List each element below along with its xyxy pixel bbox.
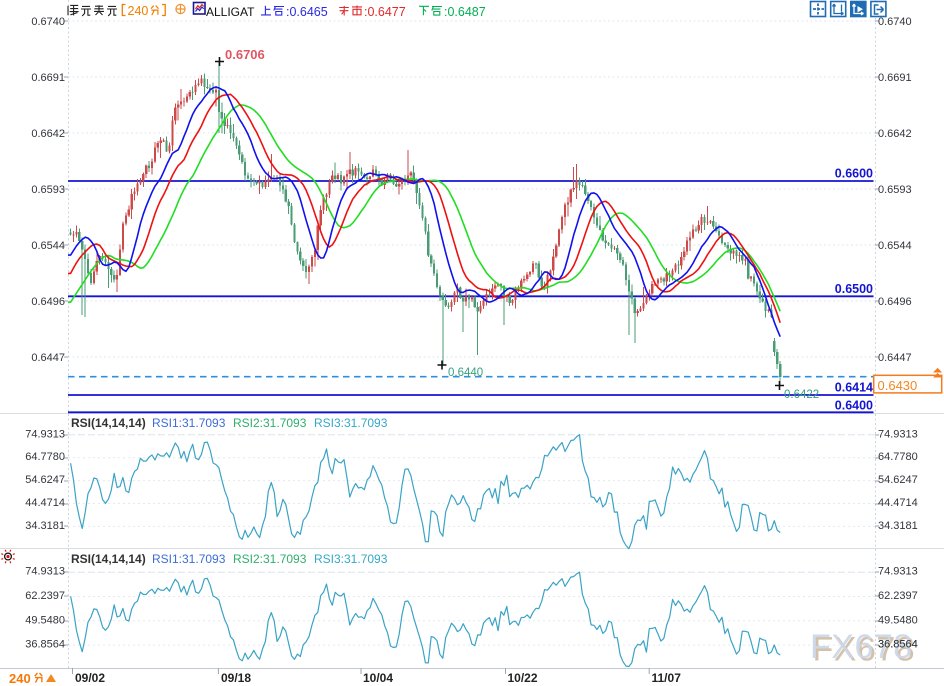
svg-text:10/04: 10/04 — [363, 671, 393, 685]
svg-text:0.6642: 0.6642 — [878, 128, 912, 140]
svg-text:44.4714: 44.4714 — [878, 497, 918, 509]
svg-text:0.6593: 0.6593 — [878, 184, 912, 196]
svg-text:54.6247: 54.6247 — [25, 474, 65, 486]
svg-text::0.6477: :0.6477 — [364, 5, 406, 19]
svg-text:0.6414: 0.6414 — [835, 381, 873, 395]
svg-text:0.6496: 0.6496 — [878, 296, 912, 308]
svg-text:62.2397: 62.2397 — [25, 590, 65, 602]
svg-text:0.6500: 0.6500 — [835, 282, 873, 296]
svg-text:RSI3:31.7093: RSI3:31.7093 — [314, 416, 388, 430]
svg-text:0.6691: 0.6691 — [878, 72, 912, 84]
svg-text:RSI1:31.7093: RSI1:31.7093 — [152, 416, 226, 430]
svg-text:FX678: FX678 — [810, 628, 913, 666]
svg-text:RSI1:31.7093: RSI1:31.7093 — [152, 552, 226, 566]
svg-text:0.6544: 0.6544 — [31, 240, 65, 252]
svg-text:0.6400: 0.6400 — [835, 399, 873, 413]
svg-text:74.9313: 74.9313 — [878, 428, 918, 440]
svg-text:240: 240 — [9, 671, 31, 686]
svg-text:34.3181: 34.3181 — [878, 520, 918, 532]
svg-text:RSI2:31.7093: RSI2:31.7093 — [233, 552, 307, 566]
svg-text:34.3181: 34.3181 — [25, 520, 65, 532]
svg-text:0.6430: 0.6430 — [878, 378, 918, 393]
svg-text:74.9313: 74.9313 — [878, 566, 918, 578]
svg-text:09/18: 09/18 — [221, 671, 251, 685]
svg-text:49.5480: 49.5480 — [878, 614, 918, 626]
svg-text::0.6487: :0.6487 — [444, 5, 486, 19]
svg-text:0.6496: 0.6496 — [31, 296, 65, 308]
svg-text:44.4714: 44.4714 — [25, 497, 65, 509]
svg-text:64.7780: 64.7780 — [878, 451, 918, 463]
svg-text:0.6422: 0.6422 — [784, 389, 819, 401]
svg-text:0.6440: 0.6440 — [448, 367, 483, 379]
svg-text:0.6642: 0.6642 — [31, 128, 65, 140]
svg-text:FX678: FX678 — [813, 631, 916, 669]
svg-text:11/07: 11/07 — [652, 671, 682, 685]
svg-text:36.8564: 36.8564 — [25, 639, 65, 651]
svg-text:74.9313: 74.9313 — [25, 566, 65, 578]
svg-text:49.5480: 49.5480 — [25, 614, 65, 626]
svg-text:0.6447: 0.6447 — [31, 352, 65, 364]
svg-text:64.7780: 64.7780 — [25, 451, 65, 463]
svg-text:0.6691: 0.6691 — [31, 72, 65, 84]
svg-text:09/02: 09/02 — [75, 671, 105, 685]
svg-text:240: 240 — [128, 4, 149, 18]
svg-text:RSI(14,14,14): RSI(14,14,14) — [71, 552, 146, 566]
svg-text:0.6740: 0.6740 — [878, 16, 912, 28]
svg-text:0.6447: 0.6447 — [878, 352, 912, 364]
svg-text:36.8564: 36.8564 — [878, 639, 918, 651]
svg-text:RSI3:31.7093: RSI3:31.7093 — [314, 552, 388, 566]
svg-text:RSI(14,14,14): RSI(14,14,14) — [71, 416, 146, 430]
svg-text:0.6740: 0.6740 — [31, 16, 65, 28]
svg-text:0.6593: 0.6593 — [31, 184, 65, 196]
svg-text:54.6247: 54.6247 — [878, 474, 918, 486]
svg-text:0.6544: 0.6544 — [878, 240, 912, 252]
svg-text::0.6465: :0.6465 — [286, 5, 328, 19]
svg-text:62.2397: 62.2397 — [878, 590, 918, 602]
svg-text:0.6706: 0.6706 — [225, 47, 265, 62]
svg-text:36.8564: 36.8564 — [878, 639, 918, 651]
svg-text:ALLIGAT: ALLIGAT — [206, 5, 255, 19]
svg-text:74.9313: 74.9313 — [25, 428, 65, 440]
svg-text:0.6600: 0.6600 — [835, 167, 873, 181]
svg-text:10/22: 10/22 — [508, 671, 538, 685]
svg-text:RSI2:31.7093: RSI2:31.7093 — [233, 416, 307, 430]
